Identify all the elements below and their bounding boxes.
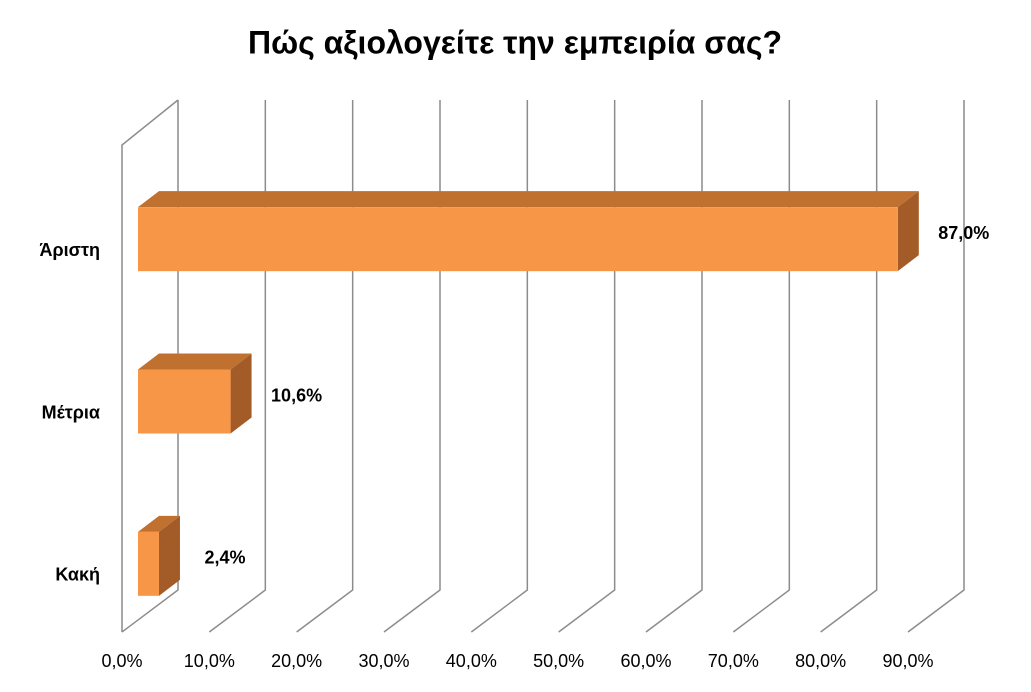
y-tick-label: Άριστη xyxy=(40,240,100,260)
grid-line xyxy=(732,100,791,633)
bar-top xyxy=(138,353,252,370)
x-tick-label: 80,0% xyxy=(795,651,846,671)
left-wall xyxy=(121,99,179,632)
x-tick-label: 20,0% xyxy=(271,651,322,671)
grid-line xyxy=(383,100,441,633)
grid-line xyxy=(296,100,354,633)
data-label: 87,0% xyxy=(938,223,989,243)
grid-line xyxy=(470,100,529,633)
chart-title: Πώς αξιολογείτε την εμπειρία σας? xyxy=(248,24,782,60)
x-tick-label: 0,0% xyxy=(101,651,142,671)
grid-line xyxy=(820,100,878,633)
bar-top xyxy=(138,191,919,208)
bar-side xyxy=(158,515,180,596)
bar xyxy=(138,531,159,596)
x-tick-label: 50,0% xyxy=(533,651,584,671)
x-tick-label: 40,0% xyxy=(446,651,497,671)
x-tick-label: 10,0% xyxy=(184,651,235,671)
bar-side xyxy=(897,191,919,272)
x-tick-label: 60,0% xyxy=(620,651,671,671)
bar-side xyxy=(230,353,252,434)
data-label: 10,6% xyxy=(271,385,322,405)
y-tick-label: Μέτρια xyxy=(42,402,100,422)
y-tick-label: Κακή xyxy=(55,565,100,585)
bar xyxy=(138,207,898,272)
grid-line xyxy=(558,100,616,633)
x-tick-label: 90,0% xyxy=(882,651,933,671)
grid-line xyxy=(907,100,965,633)
bar-top xyxy=(138,515,180,532)
x-tick-label: 70,0% xyxy=(708,651,759,671)
bar xyxy=(138,369,231,434)
x-tick-label: 30,0% xyxy=(358,651,409,671)
data-label: 2,4% xyxy=(204,548,245,568)
grid-line xyxy=(645,100,703,633)
